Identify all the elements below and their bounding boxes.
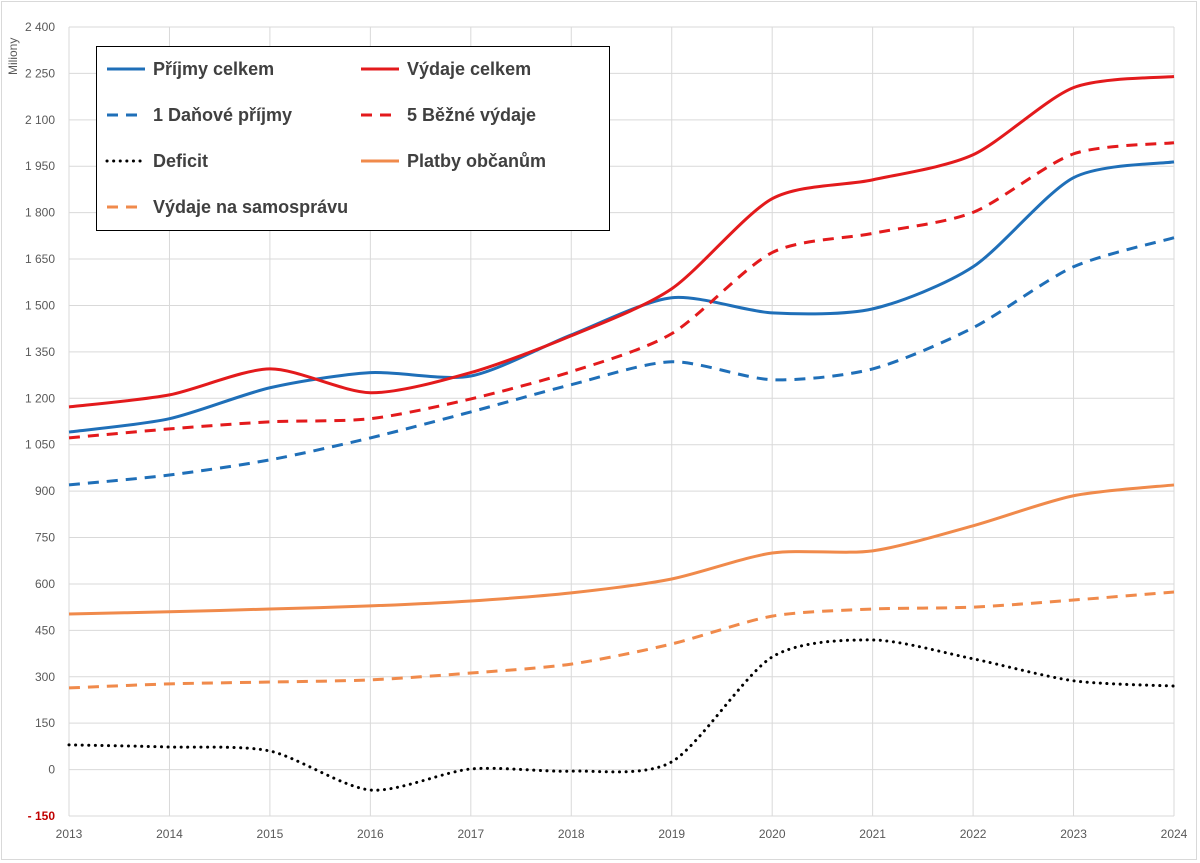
legend-item: Platby občanům <box>359 149 546 173</box>
y-tick-label: 450 <box>35 623 55 637</box>
y-tick-label: 1 350 <box>25 345 55 359</box>
y-tick-label: 600 <box>35 577 55 591</box>
legend-item: 1 Daňové příjmy <box>105 103 292 127</box>
x-tick-label: 2024 <box>1161 827 1188 841</box>
legend-label: Výdaje celkem <box>407 58 532 79</box>
y-tick-label: 1 950 <box>25 159 55 173</box>
series-line-5 <box>68 483 1175 616</box>
x-tick-label: 2021 <box>859 827 886 841</box>
legend-label: Příjmy celkem <box>153 58 275 79</box>
series-line-3 <box>68 141 1175 440</box>
y-tick-label: 2 250 <box>25 66 55 80</box>
y-tick-label: 2 400 <box>25 20 55 34</box>
y-tick-label: 1 650 <box>25 252 55 266</box>
y-tick-label: 1 500 <box>25 298 55 312</box>
y-tick-label: 1 050 <box>25 438 55 452</box>
x-tick-label: 2023 <box>1060 827 1087 841</box>
legend-swatch-icon <box>107 113 145 117</box>
legend-item: 5 Běžné výdaje <box>359 103 536 127</box>
y-tick-label: 150 <box>35 716 55 730</box>
y-tick-label: 2 100 <box>25 113 55 127</box>
legend: Příjmy celkem Výdaje celkem 1 Daňové příjm… <box>96 46 610 231</box>
y-axis-title: Miliony <box>6 38 20 75</box>
series-line-1 <box>68 75 1175 409</box>
x-tick-label: 2022 <box>960 827 987 841</box>
x-tick-label: 2016 <box>357 827 384 841</box>
legend-label: 1 Daňové příjmy <box>153 104 293 125</box>
legend-label: Výdaje na samosprávu <box>153 196 349 217</box>
y-tick-label: 1 800 <box>25 206 55 220</box>
series-line-2 <box>68 236 1175 487</box>
y-tick-label: 750 <box>35 531 55 545</box>
x-tick-label: 2018 <box>558 827 585 841</box>
x-tick-label: 2013 <box>56 827 83 841</box>
legend-swatch-icon <box>105 159 147 163</box>
y-tick-label: 1 200 <box>25 391 55 405</box>
x-tick-label: 2015 <box>257 827 284 841</box>
legend-item: Výdaje celkem <box>359 57 531 81</box>
x-tick-label: 2017 <box>457 827 484 841</box>
y-tick-label: - 150 <box>28 809 56 823</box>
legend-item: Deficit <box>105 149 208 173</box>
legend-swatch-icon <box>361 113 399 117</box>
x-tick-label: 2020 <box>759 827 786 841</box>
legend-item: Výdaje na samosprávu <box>105 195 348 219</box>
y-tick-label: 900 <box>35 484 55 498</box>
x-tick-label: 2019 <box>658 827 685 841</box>
legend-label: Deficit <box>153 150 209 171</box>
y-tick-label: 0 <box>48 763 55 777</box>
legend-label: Platby občanům <box>407 150 547 171</box>
y-tick-label: 300 <box>35 670 55 684</box>
legend-swatch-icon <box>107 67 145 71</box>
series-line-4 <box>67 638 1176 792</box>
series-line-6 <box>68 590 1175 690</box>
legend-label: 5 Běžné výdaje <box>407 104 537 125</box>
x-tick-label: 2014 <box>156 827 183 841</box>
legend-item: Příjmy celkem <box>105 57 274 81</box>
legend-swatch-icon <box>361 159 399 163</box>
legend-swatch-icon <box>361 67 399 71</box>
legend-swatch-icon <box>107 205 145 209</box>
